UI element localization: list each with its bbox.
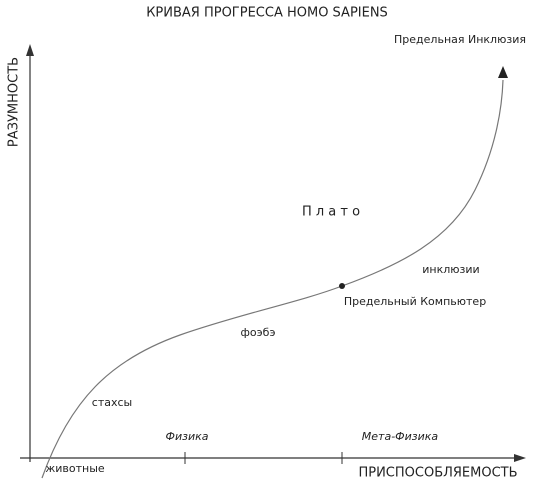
curve-arrow [498, 66, 508, 78]
label: фоэбэ [241, 326, 276, 339]
title: КРИВАЯ ПРОГРЕССА HOMO SAPIENS [146, 6, 388, 21]
y-arrow [26, 44, 34, 56]
computer-point [339, 283, 345, 289]
label: П л а т о [302, 205, 360, 220]
label: Предельный Компьютер [344, 295, 486, 308]
x-arrow [514, 454, 526, 462]
x-label: ПРИСПОСОБЛЯЕМОСТЬ [358, 466, 517, 481]
label: Предельная Инклюзия [394, 33, 526, 46]
y-label: РАЗУМНОСТЬ [7, 57, 22, 147]
progress-curve [41, 79, 504, 479]
label: стахсы [92, 396, 132, 409]
label: животные [45, 462, 105, 475]
region-label: Мета-Физика [362, 430, 439, 443]
label: инклюзии [422, 263, 479, 276]
region-label: Физика [165, 430, 208, 443]
